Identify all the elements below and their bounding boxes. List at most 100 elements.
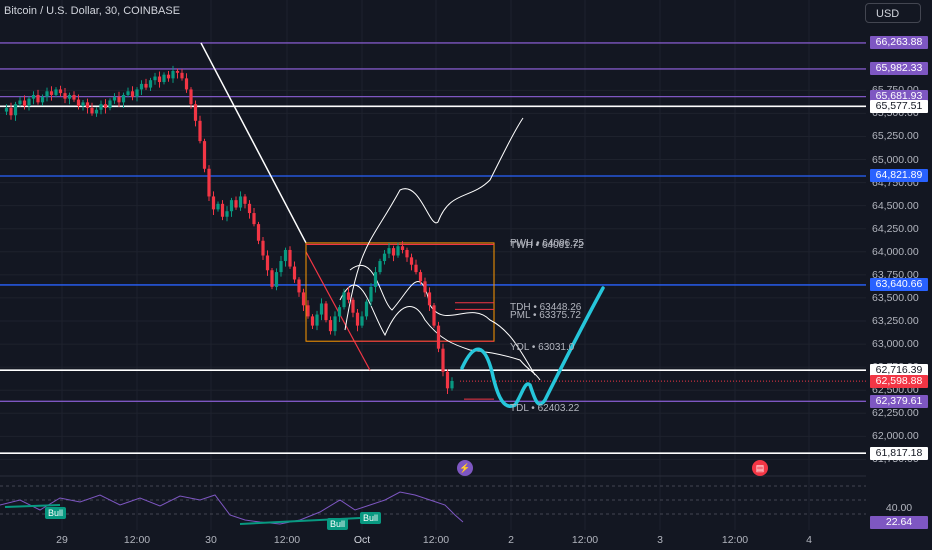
projection-line [344, 117, 524, 331]
rsi-divergence-line [4, 504, 61, 508]
candle-body [310, 316, 315, 326]
candle-body [225, 211, 229, 217]
candle-body [382, 253, 387, 262]
candle-body [292, 266, 297, 280]
candle-body [279, 261, 283, 273]
candle-body [135, 89, 139, 97]
rsi-bull-label: Bull [360, 512, 382, 524]
horizontal-levels [0, 42, 866, 454]
candle-body [85, 102, 90, 108]
trend-line [200, 42, 307, 244]
candle-body [360, 316, 364, 326]
candle-body [234, 200, 238, 208]
candle-body [189, 89, 193, 105]
candle-body [99, 104, 103, 110]
candle-body [378, 261, 382, 273]
candle-body [418, 272, 423, 282]
candle-body [333, 316, 337, 332]
candle-body [81, 102, 85, 107]
lightning-icon[interactable]: ⚡ [457, 460, 473, 476]
price-tag: 61,817.18 [870, 446, 928, 460]
candle-body [121, 94, 126, 103]
candle-body [67, 94, 72, 99]
time-axis-tick: 12:00 [422, 534, 450, 546]
currency-button[interactable]: USD [865, 3, 921, 23]
twh-label: TWH • 64061.72 [510, 240, 584, 251]
candle-body [175, 70, 180, 73]
candle-body [27, 98, 31, 107]
candle-body [328, 320, 333, 332]
candle-body [301, 292, 306, 306]
rsi-level-label: 40.00 [885, 502, 913, 514]
time-axis-tick: 12:00 [273, 534, 301, 546]
tdl-label: TDL • 62403.22 [510, 403, 580, 414]
price-axis-tick: 62,250.00 [872, 407, 919, 420]
candle-body [432, 305, 436, 326]
price-axis-tick: 62,000.00 [872, 430, 919, 443]
candle-body [373, 272, 378, 287]
price-axis-tick: 63,000.00 [872, 338, 919, 351]
symbol-title: Bitcoin / U.S. Dollar, 30, COINBASE [4, 5, 181, 17]
candle-body [274, 272, 279, 287]
candle-body [76, 99, 81, 107]
candle-body [18, 100, 22, 105]
candle-body [157, 76, 162, 83]
candle-body [94, 109, 99, 114]
rsi-bull-label: Bull [45, 507, 67, 519]
candle-body [13, 104, 18, 116]
time-axis-tick: 4 [806, 534, 812, 546]
candle-body [391, 248, 396, 256]
candle-body [405, 249, 409, 258]
candles [4, 65, 454, 394]
candle-body [423, 281, 427, 293]
price-tag: 62,598.88 [870, 374, 928, 388]
candle-body [193, 104, 198, 121]
time-axis-tick: 12:00 [721, 534, 749, 546]
candle-body [288, 249, 292, 267]
candle-body [211, 196, 216, 210]
candle-body [117, 96, 121, 103]
candle-body [148, 80, 153, 88]
candle-body [283, 249, 288, 262]
time-axis-tick: 3 [657, 534, 663, 546]
candle-body [166, 74, 171, 79]
time-axis-tick: Oct [353, 534, 371, 546]
candle-body [4, 107, 9, 112]
candle-body [108, 100, 112, 108]
candle-body [45, 91, 49, 97]
candle-body [256, 224, 261, 241]
candle-body [184, 78, 189, 90]
candle-body [72, 94, 76, 100]
candle-body [112, 96, 117, 101]
us-flag-icon[interactable]: ▤ [752, 460, 768, 476]
time-axis-tick: 30 [205, 534, 217, 546]
candle-body [306, 305, 310, 317]
candle-body [409, 257, 414, 265]
candle-body [270, 270, 274, 287]
candle-body [297, 279, 301, 293]
candle-body [324, 303, 328, 321]
candle-body [22, 100, 27, 107]
candle-body [265, 255, 270, 271]
candle-body [436, 325, 441, 349]
chart-grid [0, 0, 866, 530]
pml-label: PML • 63375.72 [510, 310, 581, 321]
candle-body [427, 292, 432, 306]
candle-body [346, 292, 351, 300]
candle-body [126, 91, 130, 95]
ydl-label: YDL • 63031.0 [510, 342, 575, 353]
candle-body [144, 83, 148, 88]
candle-body [58, 89, 63, 94]
candle-body [40, 96, 45, 103]
candle-body [31, 94, 36, 99]
candle-body [63, 93, 67, 99]
candle-body [387, 248, 391, 254]
rsi-value-tag: 22.64 [870, 516, 928, 529]
candle-body [400, 246, 405, 250]
rsi-panel [0, 475, 866, 525]
price-axis-tick: 64,500.00 [872, 199, 919, 212]
time-axis-tick: 29 [56, 534, 68, 546]
candle-body [369, 286, 373, 302]
candle-body [319, 303, 324, 315]
